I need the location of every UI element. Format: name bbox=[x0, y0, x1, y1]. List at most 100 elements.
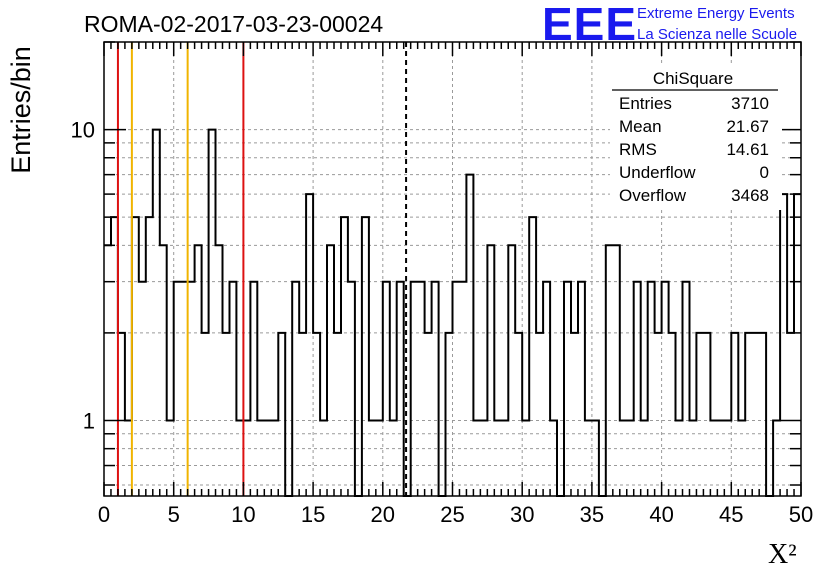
histogram-bin bbox=[627, 420, 634, 496]
histogram-bin bbox=[250, 282, 257, 496]
stats-value: 3710 bbox=[731, 94, 769, 113]
histogram-bin bbox=[229, 282, 236, 496]
histogram-bin bbox=[459, 282, 466, 496]
logo-line-1: Extreme Energy Events bbox=[637, 5, 795, 22]
histogram-bin bbox=[257, 420, 264, 496]
histogram-bin bbox=[453, 282, 460, 496]
histogram-bin bbox=[132, 217, 139, 496]
y-tick-label: 10 bbox=[71, 118, 95, 143]
histogram-bin bbox=[606, 245, 613, 496]
stats-label: Entries bbox=[619, 94, 672, 113]
x-tick-label: 5 bbox=[168, 502, 180, 527]
histogram-bin bbox=[369, 420, 376, 496]
histogram-bin bbox=[188, 282, 195, 496]
x-tick-label: 30 bbox=[510, 502, 534, 527]
histogram-bin bbox=[313, 333, 320, 496]
histogram-bin bbox=[341, 217, 348, 496]
histogram-bin bbox=[299, 333, 306, 496]
histogram-bin bbox=[773, 420, 780, 496]
histogram-bin bbox=[787, 333, 794, 496]
histogram-bin bbox=[195, 245, 202, 496]
x-axis-label: X² bbox=[768, 539, 797, 570]
stats-value: 3468 bbox=[731, 186, 769, 205]
histogram-bin bbox=[731, 333, 738, 496]
histogram-bin bbox=[648, 282, 655, 496]
histogram-bin bbox=[655, 333, 662, 496]
x-tick-label: 25 bbox=[440, 502, 464, 527]
histogram-bin bbox=[292, 282, 299, 496]
histogram-bin bbox=[243, 420, 250, 496]
stats-label: Mean bbox=[619, 117, 662, 136]
histogram-bin bbox=[202, 333, 209, 496]
histogram-bin bbox=[306, 194, 313, 496]
histogram-bin bbox=[174, 282, 181, 496]
histogram-bin bbox=[271, 420, 278, 496]
histogram-bin bbox=[473, 420, 480, 496]
histogram-bin bbox=[759, 333, 766, 496]
histogram-bin bbox=[641, 420, 648, 496]
histogram-bin bbox=[446, 333, 453, 496]
x-tick-label: 35 bbox=[580, 502, 604, 527]
histogram-bin bbox=[397, 282, 404, 496]
histogram-bin bbox=[104, 245, 111, 496]
histogram-bin bbox=[696, 333, 703, 496]
x-tick-label: 10 bbox=[231, 502, 255, 527]
histogram-bin bbox=[536, 333, 543, 496]
histogram-bin bbox=[543, 282, 550, 496]
histogram-bin bbox=[717, 420, 724, 496]
histogram-bin bbox=[529, 217, 536, 496]
stats-title: ChiSquare bbox=[653, 69, 733, 88]
axis-ticks bbox=[103, 41, 802, 496]
histogram-bin bbox=[669, 333, 676, 496]
histogram-bin bbox=[592, 420, 599, 496]
eee-logo: EEE Extreme Energy Events La Scienza nel… bbox=[542, 0, 797, 50]
histogram-bin bbox=[160, 245, 167, 496]
logo-line-2: La Scienza nelle Scuole bbox=[637, 26, 797, 43]
x-tick-labels: 0 5 10 15 20 25 30 35 40 45 50 bbox=[98, 502, 813, 527]
histogram-bin bbox=[236, 420, 243, 496]
y-tick-label: 1 bbox=[83, 408, 95, 433]
histogram-bin bbox=[487, 245, 494, 496]
histogram-bin bbox=[167, 420, 174, 496]
histogram-bin bbox=[794, 194, 801, 496]
histogram-bin bbox=[724, 420, 731, 496]
histogram-bin bbox=[118, 333, 125, 496]
stats-value: 14.61 bbox=[726, 140, 769, 159]
chart-title: ROMA-02-2017-03-23-00024 bbox=[84, 11, 383, 37]
histogram-bin bbox=[662, 282, 669, 496]
y-tick-labels: 1 10 bbox=[71, 118, 95, 434]
histogram-bin bbox=[376, 420, 383, 496]
histogram-bin bbox=[780, 194, 787, 496]
histogram-bin bbox=[222, 333, 229, 496]
histogram-bin bbox=[327, 245, 334, 496]
histogram-bin bbox=[508, 245, 515, 496]
histogram-bin bbox=[689, 420, 696, 496]
logo-mark: EEE bbox=[542, 0, 637, 50]
histogram-bin bbox=[738, 420, 745, 496]
histogram-bin bbox=[703, 333, 710, 496]
x-tick-label: 45 bbox=[719, 502, 743, 527]
histogram-bin bbox=[683, 282, 690, 496]
histogram-series bbox=[104, 128, 801, 497]
histogram-bin bbox=[480, 420, 487, 496]
histogram-steps bbox=[104, 128, 801, 497]
stats-label: Underflow bbox=[619, 163, 696, 182]
stats-value: 21.67 bbox=[726, 117, 769, 136]
histogram-bin bbox=[425, 333, 432, 496]
stats-box: ChiSquare Entries 3710 Mean 21.67 RMS 14.61 Un… bbox=[610, 66, 782, 210]
histogram-bin bbox=[522, 420, 529, 496]
stats-label: Overflow bbox=[619, 186, 687, 205]
histogram-bin bbox=[564, 282, 571, 496]
x-tick-label: 20 bbox=[371, 502, 395, 527]
histogram-bin bbox=[613, 245, 620, 496]
histogram-bin bbox=[432, 282, 439, 496]
histogram-bin bbox=[146, 217, 153, 496]
x-tick-label: 40 bbox=[649, 502, 673, 527]
histogram-bin bbox=[620, 420, 627, 496]
histogram-bin bbox=[710, 420, 717, 496]
histogram-bin bbox=[153, 130, 160, 496]
histogram-bin bbox=[139, 282, 146, 496]
histogram-bin bbox=[209, 130, 216, 496]
histogram-bin bbox=[550, 420, 557, 496]
